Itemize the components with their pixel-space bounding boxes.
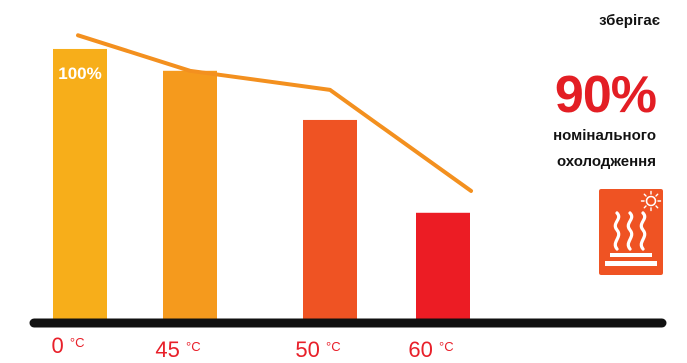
bar-top-data-label: 100% — [58, 64, 101, 83]
x-tick-value: 45 — [155, 337, 186, 362]
x-tick-label-60: 60 °C — [408, 337, 453, 362]
x-tick-unit: °C — [186, 339, 201, 354]
x-tick-unit: °C — [326, 339, 341, 354]
x-tick-value: 0 — [52, 333, 70, 358]
x-tick-value: 60 — [408, 337, 439, 362]
callout-value: 90% — [554, 66, 657, 124]
bar-0 — [53, 48, 107, 323]
trend-line — [76, 33, 473, 193]
callout-line-2: охолодження — [556, 153, 656, 170]
bar-45 — [163, 70, 217, 322]
x-tick-unit: °C — [439, 339, 454, 354]
x-tick-labels: 0 °C 45 °C 50 °C 60 °C — [52, 333, 454, 362]
bar-50 — [303, 119, 357, 323]
x-tick-label-50: 50 °C — [295, 337, 340, 362]
bars — [53, 48, 470, 323]
x-tick-label-0: 0 °C — [52, 333, 85, 358]
bar-60 — [416, 212, 470, 322]
x-tick-label-45: 45 °C — [155, 337, 200, 362]
callout-line-1: номінального — [553, 127, 656, 144]
x-tick-unit: °C — [70, 335, 85, 350]
x-tick-value: 50 — [295, 337, 326, 362]
heat-steam-icon — [599, 189, 663, 275]
callout-note: зберігає — [599, 12, 660, 29]
callout-panel: зберігає 90% номінального охолодження — [520, 0, 670, 363]
